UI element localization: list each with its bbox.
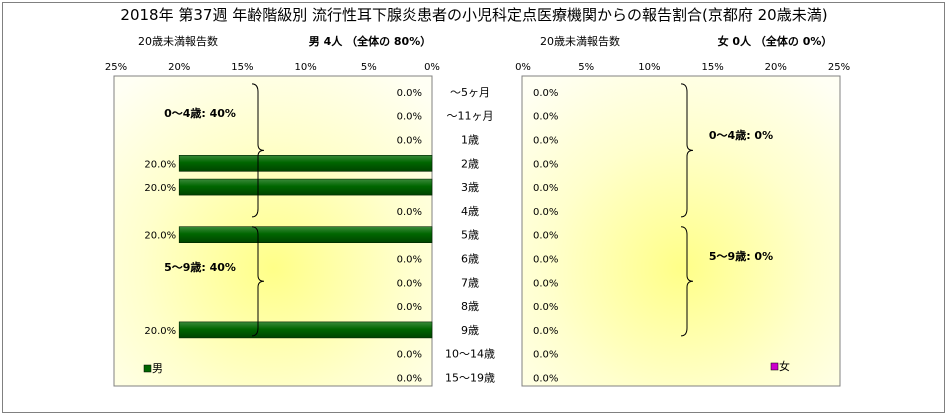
male-data-label: 20.0%: [144, 231, 176, 242]
female-group-brackets: 0～4歳: 0% 5～9歳: 0%: [680, 83, 773, 337]
age-category-label: 3歳: [461, 181, 479, 194]
female-group-brace: [680, 226, 694, 337]
male-legend-label: 男: [152, 362, 163, 375]
female-legend: 女: [770, 359, 790, 373]
male-legend: 男: [143, 362, 163, 375]
male-group-label: 5～9歳: 40%: [164, 260, 236, 274]
male-header-total: 男 4人 （全体の 80%）: [309, 34, 431, 48]
age-category-label: 9歳: [461, 324, 479, 337]
female-data-label: 0.0%: [533, 302, 558, 313]
male-tick-label: 5%: [361, 62, 377, 73]
age-category-label: 1歳: [461, 134, 479, 147]
male-data-label: 0.0%: [397, 136, 422, 147]
male-tick-label: 25%: [105, 62, 127, 73]
male-data-label: 20.0%: [144, 326, 176, 337]
age-category-label: 8歳: [461, 300, 479, 313]
male-data-label: 0.0%: [397, 278, 422, 289]
female-data-label: 0.0%: [533, 350, 558, 361]
age-category-label: 15～19歳: [445, 372, 495, 385]
male-data-label: 20.0%: [144, 159, 176, 170]
female-group-label: 5～9歳: 0%: [709, 249, 773, 263]
male-header-count-label: 20歳未満報告数: [138, 35, 218, 48]
female-axis-ticks: 0% 5% 10% 15% 20% 25%: [515, 62, 850, 73]
female-data-label: 0.0%: [533, 207, 558, 218]
female-panel: 20歳未満報告数 女 0人 （全体の 0%） 0% 5% 10% 15% 20% 25% …: [515, 34, 850, 387]
age-category-label: 7歳: [461, 276, 479, 289]
male-group-brackets: 0～4歳: 40% 5～9歳: 40%: [164, 83, 265, 337]
male-data-label: 0.0%: [397, 88, 422, 99]
age-category-label: 2歳: [461, 157, 479, 170]
male-data-label: 0.0%: [397, 112, 422, 123]
male-group-label: 0～4歳: 40%: [164, 106, 236, 120]
male-tick-label: 10%: [294, 62, 316, 73]
male-data-label: 0.0%: [397, 374, 422, 385]
female-tick-label: 5%: [578, 62, 594, 73]
female-data-label: 0.0%: [533, 255, 558, 266]
male-data-label: 0.0%: [397, 207, 422, 218]
male-bar: [178, 226, 433, 243]
female-tick-label: 20%: [765, 62, 787, 73]
female-group-brace: [680, 83, 694, 218]
female-data-labels: 0.0% 0.0% 0.0% 0.0% 0.0% 0.0% 0.0% 0.0% 0.0% 0.0%…: [533, 88, 558, 385]
age-category-label: ～5ヶ月: [450, 86, 490, 99]
chart-title: 2018年 第37週 年齢階級別 流行性耳下腺炎患者の小児科定点医療機関からの報…: [120, 6, 827, 24]
male-data-labels: 0.0% 0.0% 0.0% 20.0% 20.0% 0.0% 20.0% 0.0% 0.0% 0…: [144, 88, 422, 385]
male-data-label: 0.0%: [397, 255, 422, 266]
female-tick-label: 0%: [515, 62, 531, 73]
male-bar: [178, 155, 433, 172]
male-bar: [178, 178, 433, 196]
female-tick-label: 15%: [701, 62, 723, 73]
age-category-label: 5歳: [461, 229, 479, 242]
age-category-label: 10～14歳: [445, 348, 495, 361]
age-category-label: 6歳: [461, 253, 479, 266]
female-group-label: 0～4歳: 0%: [709, 128, 773, 142]
female-data-label: 0.0%: [533, 278, 558, 289]
female-data-label: 0.0%: [533, 183, 558, 194]
female-plot-area: [521, 75, 841, 387]
female-header-count-label: 20歳未満報告数: [540, 35, 620, 48]
male-bars: [178, 155, 433, 339]
female-legend-swatch: [770, 362, 779, 371]
female-data-label: 0.0%: [533, 326, 558, 337]
male-bar: [178, 321, 433, 339]
male-legend-swatch: [143, 364, 152, 373]
male-tick-label: 20%: [168, 62, 190, 73]
male-axis-ticks: 25% 20% 15% 10% 5% 0%: [105, 62, 440, 73]
female-data-label: 0.0%: [533, 374, 558, 385]
age-category-label: ～11ヶ月: [447, 110, 494, 123]
age-category-label: 4歳: [461, 205, 479, 218]
male-tick-label: 0%: [424, 62, 440, 73]
male-data-label: 0.0%: [397, 302, 422, 313]
male-panel: 20歳未満報告数 男 4人 （全体の 80%） 25% 20% 15% 10% 5% 0%…: [105, 34, 440, 387]
male-tick-label: 15%: [231, 62, 253, 73]
male-group-brace: [251, 83, 265, 218]
female-tick-label: 10%: [638, 62, 660, 73]
female-tick-label: 25%: [828, 62, 850, 73]
female-data-label: 0.0%: [533, 136, 558, 147]
male-data-label: 20.0%: [144, 183, 176, 194]
age-category-labels: ～5ヶ月 ～11ヶ月 1歳 2歳 3歳 4歳 5歳 6歳 7歳 8歳 9歳 10～14歳 15～19歳: [445, 86, 495, 385]
male-group-brace: [251, 226, 265, 337]
female-legend-label: 女: [779, 359, 790, 373]
female-header-total: 女 0人 （全体の 0%）: [718, 34, 833, 48]
male-data-label: 0.0%: [397, 350, 422, 361]
chart-frame: [2, 2, 945, 413]
female-data-label: 0.0%: [533, 112, 558, 123]
female-data-label: 0.0%: [533, 88, 558, 99]
female-data-label: 0.0%: [533, 231, 558, 242]
female-data-label: 0.0%: [533, 159, 558, 170]
